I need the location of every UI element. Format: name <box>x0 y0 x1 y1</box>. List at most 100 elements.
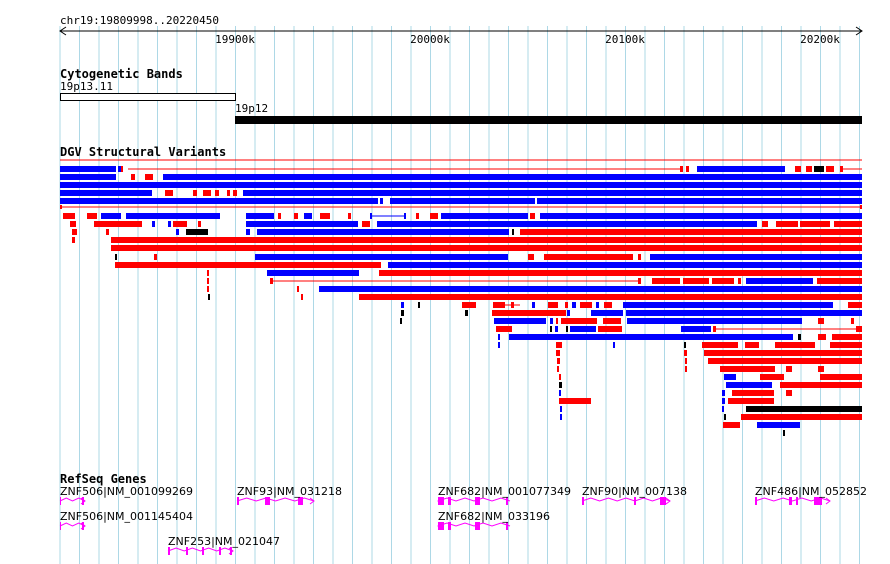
gain-variant[interactable] <box>462 302 476 308</box>
gain-variant[interactable] <box>603 318 621 324</box>
loss-variant[interactable] <box>126 213 220 219</box>
loss-variant[interactable] <box>570 326 596 332</box>
loss-variant[interactable] <box>560 406 562 412</box>
gene-label[interactable]: ZNF253|NM_021047 <box>168 535 281 548</box>
complex-variant[interactable] <box>684 342 686 348</box>
gain-variant[interactable] <box>278 213 281 219</box>
loss-variant[interactable] <box>626 310 862 316</box>
loss-variant[interactable] <box>60 190 152 196</box>
gain-variant[interactable] <box>561 318 597 324</box>
loss-variant[interactable] <box>168 221 171 227</box>
loss-variant[interactable] <box>388 262 862 268</box>
gain-variant[interactable] <box>686 166 689 172</box>
complex-variant[interactable] <box>418 302 420 308</box>
loss-variant[interactable] <box>118 166 121 172</box>
gain-variant[interactable] <box>207 278 209 284</box>
loss-variant[interactable] <box>60 198 378 204</box>
gain-variant[interactable] <box>348 213 351 219</box>
gain-variant[interactable] <box>834 221 862 227</box>
loss-variant[interactable] <box>757 422 800 428</box>
gain-variant[interactable] <box>528 254 534 260</box>
loss-variant[interactable] <box>724 374 736 380</box>
gain-variant[interactable] <box>580 302 592 308</box>
loss-variant[interactable] <box>560 414 562 420</box>
loss-variant[interactable] <box>163 174 862 180</box>
gain-variant[interactable] <box>70 221 76 227</box>
gain-variant[interactable] <box>745 342 759 348</box>
gain-variant[interactable] <box>851 318 854 324</box>
gain-variant[interactable] <box>720 366 775 372</box>
gene-label[interactable]: ZNF682|NM_001077349 <box>438 485 571 498</box>
loss-variant[interactable] <box>509 334 793 340</box>
loss-variant[interactable] <box>101 213 121 219</box>
loss-variant[interactable] <box>494 318 546 324</box>
gain-variant[interactable] <box>775 342 815 348</box>
gain-variant[interactable] <box>818 334 826 340</box>
gain-variant[interactable] <box>511 302 514 308</box>
complex-variant[interactable] <box>566 326 568 332</box>
loss-variant[interactable] <box>377 221 757 227</box>
loss-variant[interactable] <box>623 302 833 308</box>
complex-variant[interactable] <box>401 310 404 316</box>
complex-variant[interactable] <box>798 334 801 340</box>
gene-label[interactable]: ZNF93|NM_031218 <box>237 485 343 498</box>
loss-variant[interactable] <box>697 166 785 172</box>
gene-model[interactable] <box>754 497 831 505</box>
gain-variant[interactable] <box>638 254 641 260</box>
loss-variant[interactable] <box>537 198 862 204</box>
gene-model[interactable] <box>437 497 511 505</box>
gain-variant[interactable] <box>115 262 381 268</box>
gain-variant[interactable] <box>94 221 142 227</box>
loss-variant[interactable] <box>176 229 179 235</box>
gain-variant[interactable] <box>848 302 862 308</box>
loss-variant[interactable] <box>722 406 724 412</box>
gain-variant[interactable] <box>832 334 862 340</box>
loss-variant[interactable] <box>441 213 528 219</box>
gain-variant[interactable] <box>530 213 535 219</box>
complex-variant[interactable] <box>814 166 824 172</box>
gain-variant[interactable] <box>379 270 862 276</box>
loss-variant[interactable] <box>498 334 500 340</box>
complex-variant[interactable] <box>208 294 210 300</box>
gain-variant[interactable] <box>708 358 862 364</box>
complex-variant[interactable] <box>746 406 862 412</box>
ruler[interactable] <box>0 0 890 50</box>
loss-variant[interactable] <box>401 302 404 308</box>
gain-variant[interactable] <box>680 166 683 172</box>
loss-variant[interactable] <box>567 310 570 316</box>
loss-variant[interactable] <box>627 318 802 324</box>
loss-variant[interactable] <box>246 221 358 227</box>
gain-variant[interactable] <box>556 350 560 356</box>
gain-variant[interactable] <box>557 358 560 364</box>
gain-variant[interactable] <box>762 221 768 227</box>
loss-variant[interactable] <box>722 398 725 404</box>
gain-variant[interactable] <box>227 190 230 196</box>
gene-label[interactable]: ZNF506|NM_001145404 <box>60 510 193 523</box>
gain-variant[interactable] <box>776 221 798 227</box>
gain-variant[interactable] <box>741 414 862 420</box>
loss-variant[interactable] <box>559 390 561 396</box>
gain-variant[interactable] <box>817 278 862 284</box>
gain-variant[interactable] <box>856 326 862 332</box>
gain-variant[interactable] <box>87 213 97 219</box>
gain-variant[interactable] <box>430 213 438 219</box>
gene-model[interactable] <box>581 497 671 505</box>
gain-variant[interactable] <box>492 310 566 316</box>
loss-variant[interactable] <box>152 221 155 227</box>
gain-variant[interactable] <box>685 366 687 372</box>
loss-variant[interactable] <box>380 198 383 204</box>
loss-variant[interactable] <box>722 390 725 396</box>
gene-model[interactable] <box>59 497 86 505</box>
gain-variant[interactable] <box>860 205 862 209</box>
complex-variant[interactable] <box>400 318 402 324</box>
gain-variant[interactable] <box>684 350 687 356</box>
cytoband-19p12[interactable] <box>235 116 862 124</box>
gain-variant[interactable] <box>60 205 62 209</box>
loss-variant[interactable] <box>267 270 359 276</box>
gain-variant[interactable] <box>520 229 862 235</box>
gain-variant[interactable] <box>145 174 153 180</box>
gain-variant[interactable] <box>72 237 75 243</box>
gain-variant[interactable] <box>760 374 784 380</box>
gain-variant[interactable] <box>780 382 862 388</box>
complex-variant[interactable] <box>724 414 726 420</box>
